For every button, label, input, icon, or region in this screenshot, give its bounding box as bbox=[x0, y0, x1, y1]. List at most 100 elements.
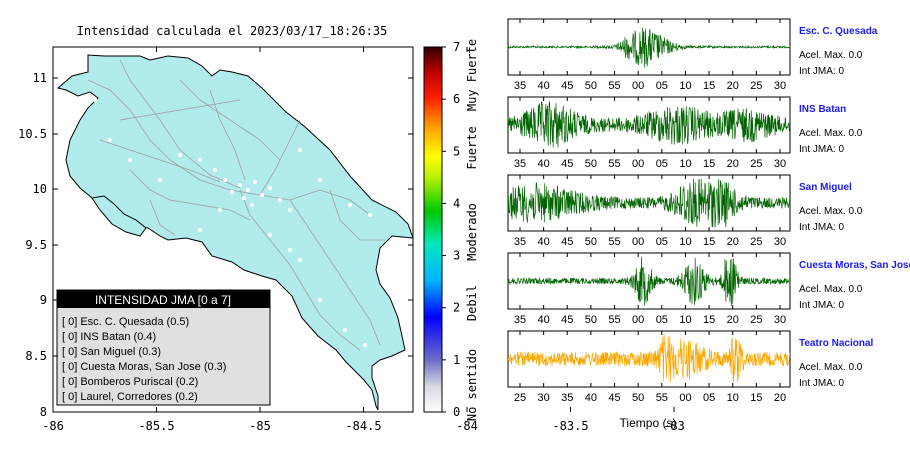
station-acel-max: Acel. Max. 0.0 bbox=[799, 206, 863, 217]
waveform-tick-label: 00 bbox=[679, 392, 691, 404]
waveform-tick-label: 30 bbox=[774, 236, 786, 248]
waveform-tick-label: 35 bbox=[514, 314, 526, 326]
waveform-tick-label: 35 bbox=[561, 392, 573, 404]
waveform-tick-label: 30 bbox=[774, 80, 786, 92]
waveform-tick-label: 40 bbox=[538, 314, 550, 326]
waveform-tick-label: 45 bbox=[561, 314, 573, 326]
station-name: Cuesta Moras, San Jose bbox=[799, 260, 910, 271]
waveform-panels: 35 40 45 50 55 00 05 10 15 20 25 30 Esc. C. Quesada A… bbox=[507, 18, 910, 404]
waveform-tick-label: 30 bbox=[774, 314, 786, 326]
legend-title: INTENSIDAD JMA [0 a 7] bbox=[95, 293, 231, 307]
waveform-panel: 35 40 45 50 55 00 05 10 15 20 25 30 Cuesta Moras, Sa… bbox=[507, 252, 910, 326]
waveform-tick-label: 05 bbox=[656, 80, 668, 92]
waveform-tick-label: 15 bbox=[703, 158, 715, 170]
legend-item: [ 0] INS Batan (0.4) bbox=[62, 331, 156, 343]
colorbar-tick-label: 2 bbox=[453, 301, 460, 315]
map-y-tick-label: 8 bbox=[40, 405, 47, 419]
waveform-tick-label: 40 bbox=[585, 392, 597, 404]
waveform-tick-label: 20 bbox=[727, 80, 739, 92]
waveform-tick-label: 25 bbox=[750, 236, 762, 248]
waveform-tick-label: 15 bbox=[703, 314, 715, 326]
colorbar-label-no-sentido: No sentido bbox=[465, 349, 479, 421]
waveform-tick-label: 15 bbox=[750, 392, 762, 404]
waveform-tick-label: 10 bbox=[679, 158, 691, 170]
costa-rica-land bbox=[56, 54, 414, 411]
map-x-tick-label: -85.5 bbox=[138, 419, 174, 433]
waveform-panel: 35 40 45 50 55 00 05 10 15 20 25 30 INS Batan Acel. M… bbox=[507, 96, 863, 170]
colorbar-tick-label: 3 bbox=[453, 249, 460, 263]
waveform-panel: 35 40 45 50 55 00 05 10 15 20 25 30 San Miguel Acel. … bbox=[507, 174, 863, 248]
waveform-tick-label: 20 bbox=[727, 236, 739, 248]
nicoya-peninsula bbox=[91, 195, 147, 237]
waveform-panel: 35 40 45 50 55 00 05 10 15 20 25 30 Esc. C. Quesada A… bbox=[507, 18, 878, 92]
road-network bbox=[87, 59, 385, 351]
map-y-tick-label: 10 bbox=[33, 182, 47, 196]
time-axis-label: Tiempo (s) bbox=[620, 416, 677, 430]
waveform-tick-label: 50 bbox=[585, 236, 597, 248]
waveform-trace bbox=[507, 27, 791, 68]
map-y-tick-label: 10.5 bbox=[18, 127, 47, 141]
waveform-tick-label: 00 bbox=[632, 80, 644, 92]
colorbar-ticks: 0 1 2 3 4 5 6 7 bbox=[442, 40, 460, 419]
waveform-tick-label: 45 bbox=[561, 80, 573, 92]
waveform-tick-label: 20 bbox=[727, 158, 739, 170]
waveform-panel: 25 30 35 40 45 50 55 00 05 10 15 20 Teatro Nacional A… bbox=[507, 330, 873, 404]
waveform-trace bbox=[507, 256, 791, 306]
map-y-tick-label: 11 bbox=[33, 71, 47, 85]
colorbar-tick-label: 7 bbox=[453, 40, 460, 54]
legend-item: [ 0] Cuesta Moras, San Jose (0.3) bbox=[62, 361, 226, 373]
map-x-tick-label: -84 bbox=[456, 419, 478, 433]
waveform-tick-label: 25 bbox=[514, 392, 526, 404]
waveform-tick-label: 50 bbox=[632, 392, 644, 404]
colorbar-gradient bbox=[423, 46, 443, 413]
waveform-tick-label: 10 bbox=[679, 314, 691, 326]
waveform-tick-label: 45 bbox=[561, 158, 573, 170]
station-dots bbox=[93, 98, 372, 347]
map-x-axis: -86 -85.5 -85 -84.5 -84 -83.5 -83 bbox=[42, 47, 685, 433]
map-x-tick-label: -86 bbox=[42, 419, 64, 433]
waveform-tick-label: 20 bbox=[727, 314, 739, 326]
waveform-tick-label: 05 bbox=[656, 236, 668, 248]
waveform-tick-label: 15 bbox=[703, 236, 715, 248]
waveform-tick-label: 55 bbox=[608, 236, 620, 248]
legend-item: [ 0] Esc. C. Quesada (0.5) bbox=[62, 316, 189, 328]
colorbar-label-muy-fuerte: Muy Fuerte bbox=[465, 39, 479, 111]
waveform-trace bbox=[507, 101, 791, 148]
waveform-tick-label: 40 bbox=[538, 80, 550, 92]
waveform-tick-label: 45 bbox=[561, 236, 573, 248]
map-y-tick-label: 9.5 bbox=[25, 238, 47, 252]
waveform-tick-label: 55 bbox=[608, 314, 620, 326]
station-int-jma: Int JMA: 0 bbox=[799, 222, 844, 233]
legend-item: [ 0] San Miguel (0.3) bbox=[62, 346, 161, 358]
waveform-tick-label: 10 bbox=[727, 392, 739, 404]
waveform-tick-label: 50 bbox=[585, 158, 597, 170]
station-acel-max: Acel. Max. 0.0 bbox=[799, 128, 863, 139]
waveform-tick-label: 55 bbox=[656, 392, 668, 404]
waveform-tick-label: 50 bbox=[585, 80, 597, 92]
map-panel: INTENSIDAD JMA [0 a 7] [ 0] Esc. C. Ques… bbox=[18, 46, 685, 433]
station-name: Esc. C. Quesada bbox=[799, 26, 878, 37]
waveform-tick-label: 35 bbox=[514, 158, 526, 170]
station-acel-max: Acel. Max. 0.0 bbox=[799, 50, 863, 61]
waveform-tick-label: 05 bbox=[656, 158, 668, 170]
waveform-tick-label: 50 bbox=[585, 314, 597, 326]
map-y-tick-label: 8.5 bbox=[25, 349, 47, 363]
waveform-tick-label: 15 bbox=[703, 80, 715, 92]
intensity-legend: INTENSIDAD JMA [0 a 7] [ 0] Esc. C. Ques… bbox=[56, 289, 271, 406]
waveform-tick-label: 00 bbox=[632, 236, 644, 248]
colorbar-label-fuerte: Fuerte bbox=[465, 126, 479, 169]
legend-item: [ 0] Bomberos Puriscal (0.2) bbox=[62, 376, 198, 388]
colorbar-label-moderado: Moderado bbox=[465, 203, 479, 261]
waveform-tick-label: 35 bbox=[514, 236, 526, 248]
map-x-tick-label: -85 bbox=[249, 419, 271, 433]
colorbar-tick-label: 6 bbox=[453, 92, 460, 106]
intensity-colorbar: 0 1 2 3 4 5 6 7 No sentido Debil Moderado Fuert… bbox=[423, 39, 479, 421]
waveform-tick-label: 30 bbox=[538, 392, 550, 404]
station-acel-max: Acel. Max. 0.0 bbox=[799, 284, 863, 295]
legend-box bbox=[56, 289, 271, 406]
colorbar-tick-label: 0 bbox=[453, 405, 460, 419]
station-name: Teatro Nacional bbox=[799, 338, 873, 349]
waveform-tick-label: 45 bbox=[608, 392, 620, 404]
station-int-jma: Int JMA: 0 bbox=[799, 66, 844, 77]
